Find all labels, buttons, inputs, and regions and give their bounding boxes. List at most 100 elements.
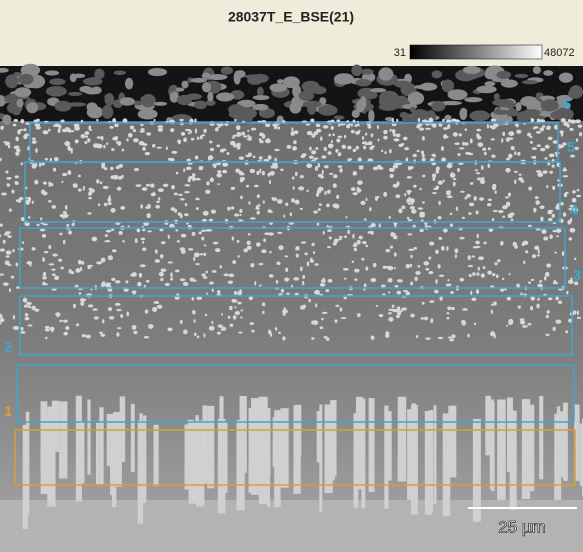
precipitate [422, 120, 428, 123]
precipitate [43, 181, 47, 184]
dendrite [280, 408, 288, 487]
precipitate [384, 151, 386, 154]
precipitate [221, 327, 226, 331]
precipitate [101, 334, 106, 337]
precipitate [259, 285, 262, 287]
precipitate [42, 234, 46, 238]
precipitate [28, 305, 31, 308]
precipitate [84, 141, 87, 144]
precipitate [232, 136, 235, 138]
precipitate [549, 153, 555, 157]
precipitate [22, 241, 24, 244]
precipitate [160, 278, 163, 281]
precipitate [45, 326, 50, 328]
precipitate [63, 320, 68, 323]
precipitate [132, 325, 137, 330]
precipitate [237, 291, 242, 296]
precipitate [199, 231, 202, 234]
precipitate [450, 173, 456, 178]
precipitate [373, 166, 379, 170]
precipitate [199, 253, 205, 255]
precipitate [139, 273, 142, 278]
precipitate [476, 129, 481, 132]
precipitate [450, 291, 454, 294]
precipitate [326, 289, 330, 292]
precipitate [71, 271, 74, 274]
precipitate [292, 176, 294, 179]
precipitate [430, 158, 435, 162]
precipitate [333, 204, 338, 208]
precipitate [537, 172, 543, 177]
precipitate [408, 166, 412, 170]
precipitate [468, 265, 473, 267]
precipitate [178, 194, 183, 196]
grain [360, 96, 367, 109]
precipitate [87, 265, 91, 269]
precipitate [563, 121, 568, 126]
precipitate [170, 128, 174, 132]
precipitate [410, 264, 412, 267]
precipitate [110, 208, 115, 213]
grain [522, 80, 538, 84]
precipitate [517, 152, 520, 156]
precipitate [447, 195, 453, 198]
precipitate [548, 297, 552, 300]
precipitate [528, 281, 531, 284]
precipitate [157, 147, 163, 149]
precipitate [275, 327, 277, 331]
precipitate [536, 303, 539, 308]
precipitate [25, 122, 30, 124]
precipitate [362, 141, 368, 144]
precipitate [446, 193, 451, 195]
precipitate [140, 264, 146, 267]
precipitate [341, 317, 347, 319]
precipitate [462, 308, 468, 311]
precipitate [25, 317, 30, 320]
precipitate [414, 247, 418, 250]
grain [83, 77, 102, 85]
precipitate [506, 202, 510, 207]
precipitate [150, 183, 154, 187]
precipitate [564, 167, 566, 170]
precipitate [126, 312, 129, 317]
precipitate [397, 279, 403, 282]
precipitate [145, 309, 148, 313]
precipitate [165, 283, 170, 286]
precipitate [217, 183, 220, 185]
precipitate [383, 192, 387, 197]
precipitate [519, 174, 522, 176]
precipitate [120, 206, 125, 210]
precipitate [157, 305, 163, 309]
precipitate [248, 233, 251, 235]
precipitate [210, 178, 214, 183]
precipitate [477, 177, 482, 180]
precipitate [419, 214, 425, 218]
dendrite [207, 406, 214, 488]
precipitate [4, 233, 9, 236]
precipitate [43, 272, 46, 276]
precipitate [302, 281, 304, 286]
precipitate [333, 174, 337, 178]
micrograph [0, 66, 583, 552]
precipitate [520, 318, 525, 321]
precipitate [287, 145, 292, 149]
precipitate [139, 131, 145, 133]
precipitate [329, 236, 332, 239]
precipitate [153, 192, 155, 196]
precipitate [227, 207, 230, 211]
precipitate [488, 199, 492, 201]
precipitate [274, 158, 276, 162]
precipitate [12, 249, 15, 252]
precipitate [577, 311, 579, 315]
precipitate [40, 229, 46, 232]
precipitate [270, 332, 272, 337]
precipitate [397, 181, 400, 186]
precipitate [104, 167, 107, 170]
grain [55, 101, 72, 112]
precipitate [145, 152, 150, 155]
precipitate [491, 331, 494, 336]
precipitate [407, 217, 410, 219]
grain [299, 91, 314, 101]
precipitate [318, 187, 324, 192]
precipitate [539, 127, 544, 131]
